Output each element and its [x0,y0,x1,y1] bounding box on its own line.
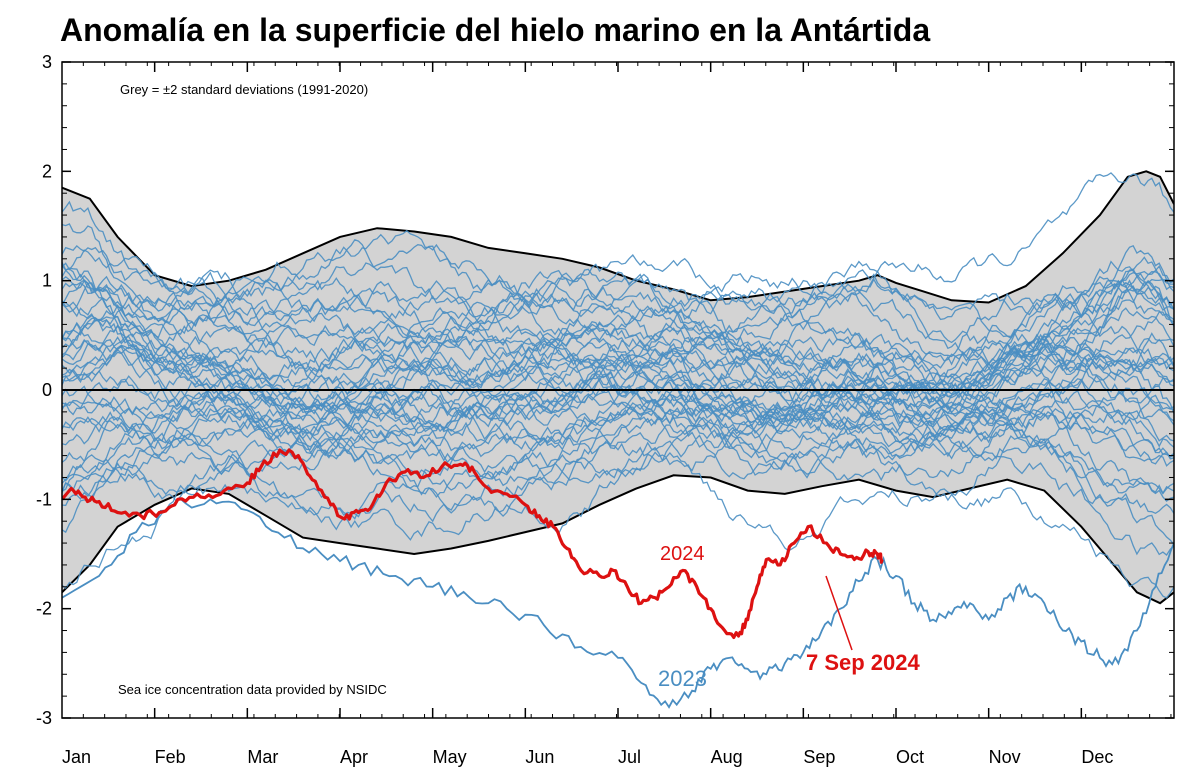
historical-year-line [62,310,1174,437]
y-tick-label: 3 [42,52,52,72]
y-tick-label: 2 [42,161,52,181]
historical-year-line [62,244,1174,360]
historical-year-line [62,325,1174,414]
year-2024-layer [62,448,884,639]
label-2024: 2024 [660,543,705,565]
historical-year-line [62,342,1174,520]
date-callout-pointer [825,575,853,651]
year-2023-line [62,496,1174,709]
x-month-label: Aug [711,747,743,767]
x-month-label: Feb [155,747,186,767]
label-2023: 2023 [658,666,707,691]
historical-year-line [62,384,1174,515]
historical-year-line [62,279,1174,426]
historical-year-line [62,322,1174,460]
year-2024-line [62,448,884,639]
historical-year-line [62,249,1174,369]
x-month-label: May [433,747,467,767]
historical-years-lines [62,172,1174,599]
x-month-label: Apr [340,747,368,767]
y-tick-label: -3 [36,708,52,728]
x-month-label: Nov [989,747,1021,767]
chart-title: Anomalía en la superficie del hielo mari… [60,12,931,48]
historical-year-line [62,385,1174,498]
x-month-label: Oct [896,747,924,767]
historical-year-line [62,333,1174,427]
x-month-label: Jan [62,747,91,767]
y-tick-label: -2 [36,599,52,619]
x-month-label: Jul [618,747,641,767]
source-note: Sea ice concentration data provided by N… [118,682,387,697]
historical-year-line [62,325,1174,498]
x-month-label: Dec [1081,747,1113,767]
historical-year-line [62,269,1174,440]
x-month-label: Mar [247,747,278,767]
historical-year-line [62,279,1174,406]
historical-year-line [62,333,1174,431]
grey-band-note: Grey = ±2 standard deviations (1991-2020… [120,82,368,97]
historical-year-line [62,335,1174,431]
x-month-label: Jun [525,747,554,767]
axes: 3 2 1 0 -1 -2 -3 Jan Feb Mar Apr May Jun Jul Aug Sep Oct… [36,52,1174,767]
historical-year-line [62,333,1174,423]
x-month-label: Sep [803,747,835,767]
y-tick-label: 0 [42,380,52,400]
year-2023-layer [62,496,1174,709]
y-tick-label: -1 [36,489,52,509]
historical-year-line [62,260,1174,441]
band-lower-edge [62,474,1174,605]
historical-year-line [62,402,1174,590]
historical-year-line [62,200,1174,352]
date-callout-label: 7 Sep 2024 [806,650,921,675]
y-tick-label: 1 [42,271,52,291]
historical-year-line [62,394,1174,545]
